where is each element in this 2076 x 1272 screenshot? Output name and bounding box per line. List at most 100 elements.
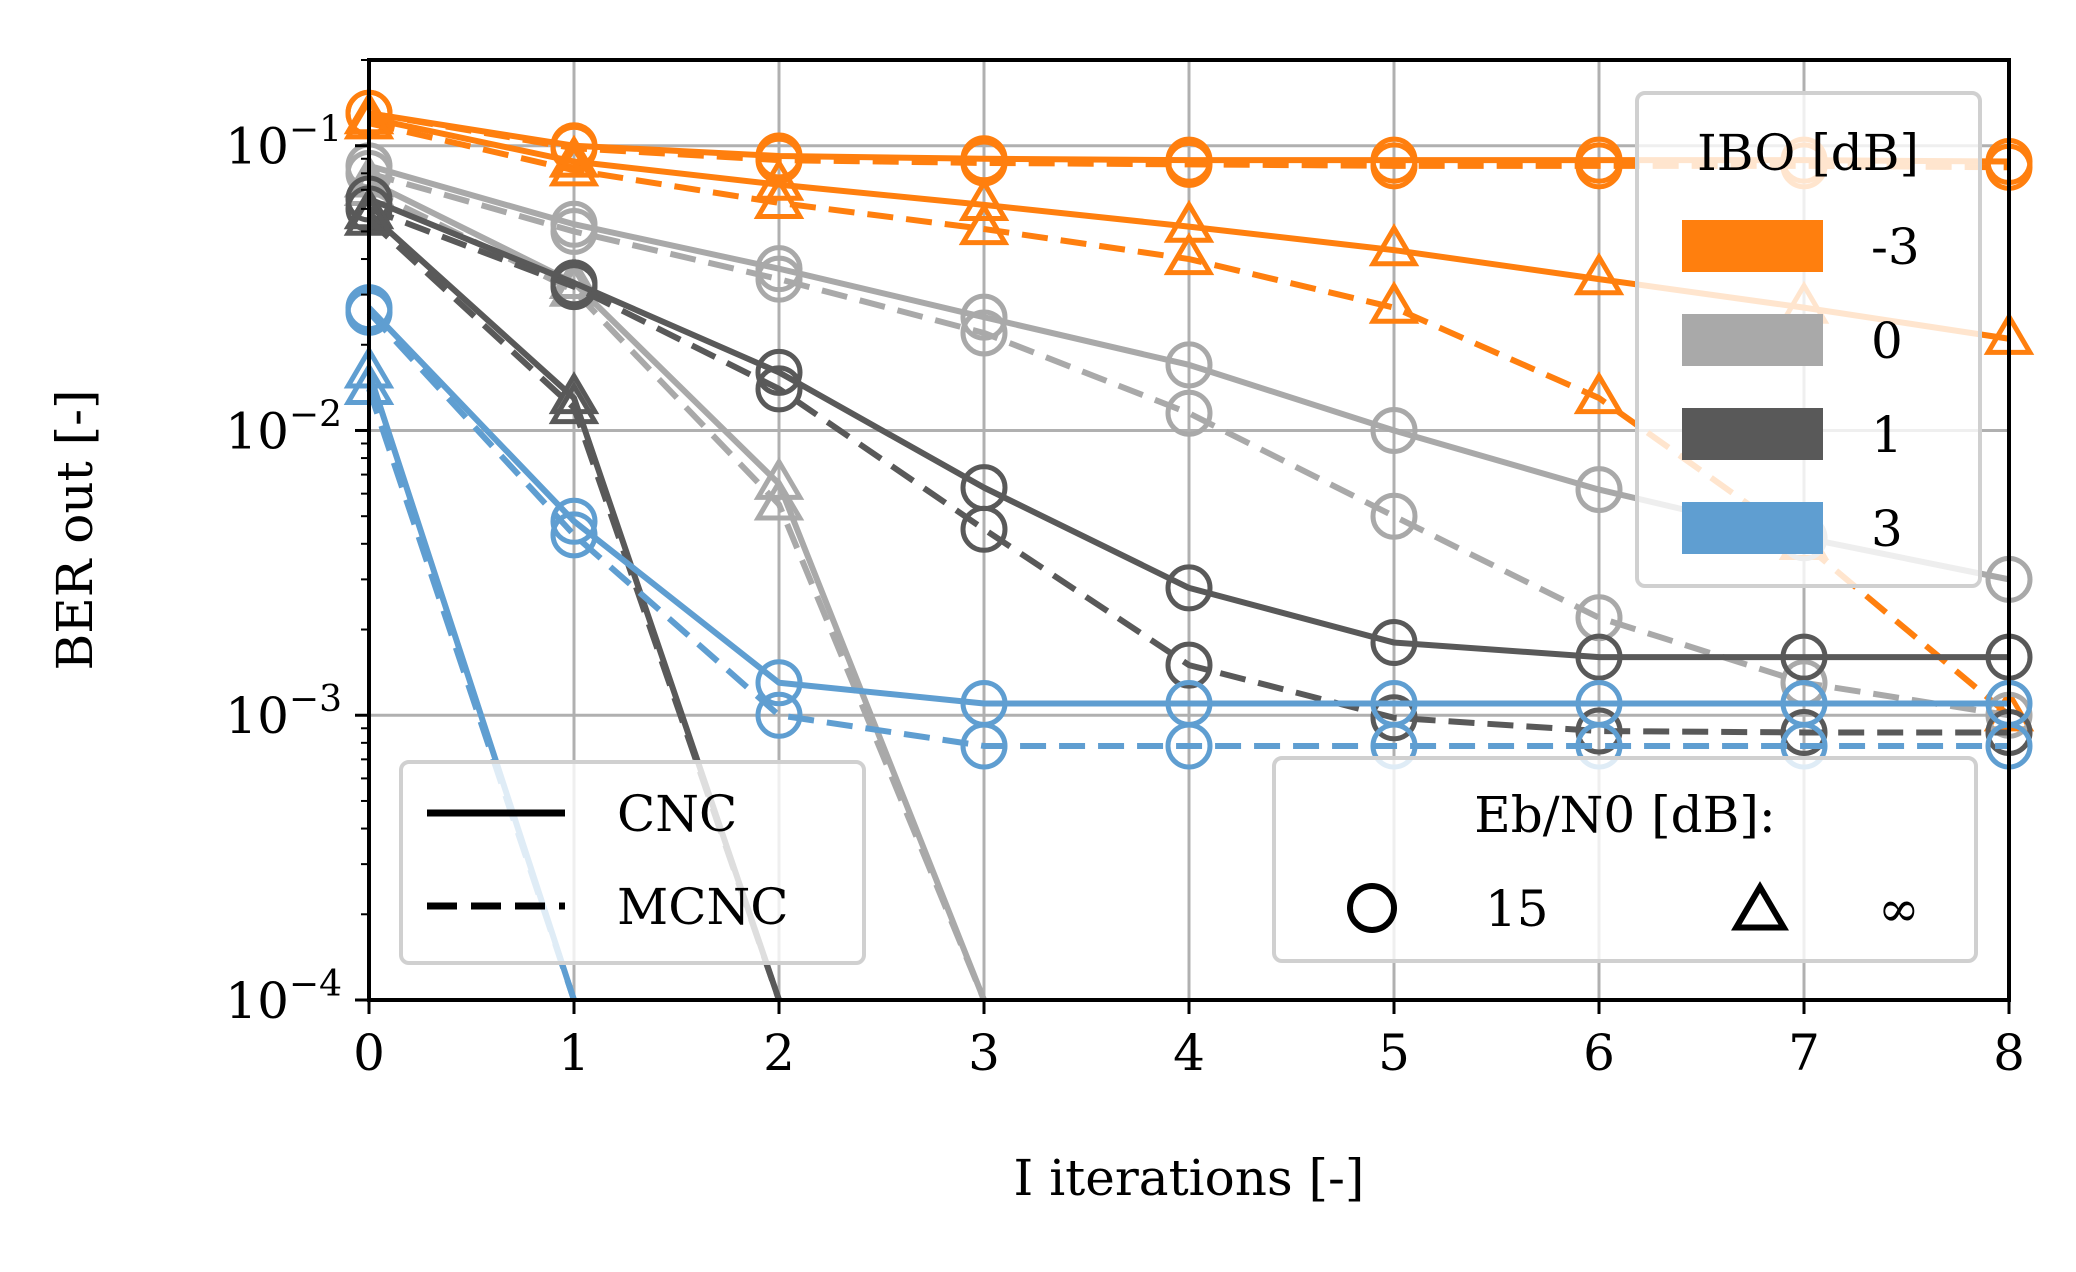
marker-circle [960,309,1008,357]
marker-triangle [753,456,805,500]
marker-triangle [548,143,600,187]
marker-triangle [548,380,600,425]
marker-circle [1575,594,1623,642]
legend-ibo-label: 0 [1871,312,1903,370]
marker-circle [1370,492,1418,540]
marker-circle [550,263,598,311]
marker-circle [1575,142,1623,190]
x-tick-label: 5 [1378,1024,1410,1082]
marker-circle [1370,619,1418,667]
series-line [367,206,2009,736]
marker-circle [960,293,1008,341]
series-line [367,196,2009,661]
x-tick-label: 0 [353,1024,385,1082]
legend-circle-marker [1347,883,1397,933]
series-line [366,387,577,1000]
marker-circle [550,207,598,255]
series-ibo1-mcnc-eb15 [345,185,2033,756]
series-line [366,305,2009,707]
marker-circle [1165,641,1213,689]
y-tick-exponent: −1 [289,110,342,151]
x-tick-label: 2 [763,1024,795,1082]
marker-circle [550,511,598,559]
series-line [368,120,2011,718]
legend-ibo-label: -3 [1871,218,1920,276]
legend-ibo-label: 3 [1871,500,1903,558]
y-tick-label: 10−1 [225,110,342,176]
x-tick-label: 6 [1583,1024,1615,1082]
legend-ebn0-title: Eb/N0 [dB]: [1474,786,1775,844]
legend-ibo-label: 1 [1871,406,1903,464]
legend-ibo: IBO [dB] -3 0 1 3 [1635,91,1982,588]
y-tick-mantissa: 10 [225,687,289,745]
x-tick-label: 3 [968,1024,1000,1082]
marker-triangle [753,175,805,220]
marker-circle [755,365,803,413]
marker-triangle [1573,252,1625,296]
marker-circle [1370,406,1418,454]
marker-circle [1780,633,1828,681]
y-tick-exponent: −3 [289,679,342,720]
legend-scheme: CNC MCNC [399,760,866,965]
y-tick-label: 10−2 [225,394,342,460]
marker-circle [1575,466,1623,514]
marker-triangle [958,177,1010,221]
y-tick-exponent: −4 [289,964,342,1005]
marker-circle [1165,140,1213,188]
y-axis-label: BER out [-] [46,390,104,671]
marker-triangle [958,202,1010,246]
series-ibo3-cnc-eb15 [345,284,2033,727]
marker-circle [1575,633,1623,681]
series-line [367,187,987,1000]
x-axis-label: I iterations [-] [1014,1149,1365,1207]
marker-circle [755,348,803,396]
marker-circle [550,497,598,545]
marker-circle [755,691,803,739]
legend-ibo-swatch [1682,502,1823,554]
marker-circle [1165,341,1213,389]
marker-triangle [1368,223,1420,267]
marker-circle [960,505,1008,553]
series-line [367,178,987,1000]
y-tick-mantissa: 10 [225,118,289,176]
marker-triangle [1368,280,1420,324]
marker-circle [960,722,1008,770]
legend-triangle-marker [1731,881,1789,931]
legend-layer: IBO [dB] -3 0 1 3 CNC MCNC Eb/N0 [dB]: 15 ∞ [399,91,1982,965]
y-tick-mantissa: 10 [225,972,289,1030]
y-tick-label: 10−3 [225,679,342,745]
tick-layer: 0 1 2 3 4 5 6 7 810−110−210−310−4 [225,59,2025,1082]
marker-circle [1165,722,1213,770]
x-tick-label: 4 [1173,1024,1205,1082]
legend-ibo-title: IBO [dB] [1697,124,1919,182]
series-line [368,170,2010,719]
marker-circle [1165,389,1213,437]
legend-ebn0: Eb/N0 [dB]: 15 ∞ [1272,756,1978,963]
series-line [366,310,2009,749]
marker-triangle [548,134,600,178]
marker-triangle [1573,371,1625,415]
y-tick-exponent: −2 [289,394,342,435]
legend-ebn0-frame [1272,756,1978,963]
series-line [366,217,782,1000]
x-tick-label: 8 [1993,1024,2025,1082]
legend-ibo-swatch [1682,408,1823,460]
x-tick-label: 7 [1788,1024,1820,1082]
marker-circle [755,659,803,707]
y-tick-mantissa: 10 [225,402,289,460]
x-tick-label: 1 [558,1024,590,1082]
y-tick-label: 10−4 [225,964,342,1030]
marker-triangle [1163,232,1215,276]
legend-ibo-swatch [1682,314,1823,366]
marker-circle [1575,707,1623,755]
legend-ebn0-label: 15 [1485,880,1549,938]
legend-ebn0-label: ∞ [1878,880,1920,938]
legend-ibo-swatch [1682,220,1823,272]
legend-scheme-label: MCNC [617,878,788,936]
marker-circle [1780,708,1828,756]
marker-circle [1370,142,1418,190]
marker-triangle [753,477,805,521]
series-ibo0-mcnc-eb15 [345,149,2033,739]
legend-scheme-label: CNC [617,785,737,843]
